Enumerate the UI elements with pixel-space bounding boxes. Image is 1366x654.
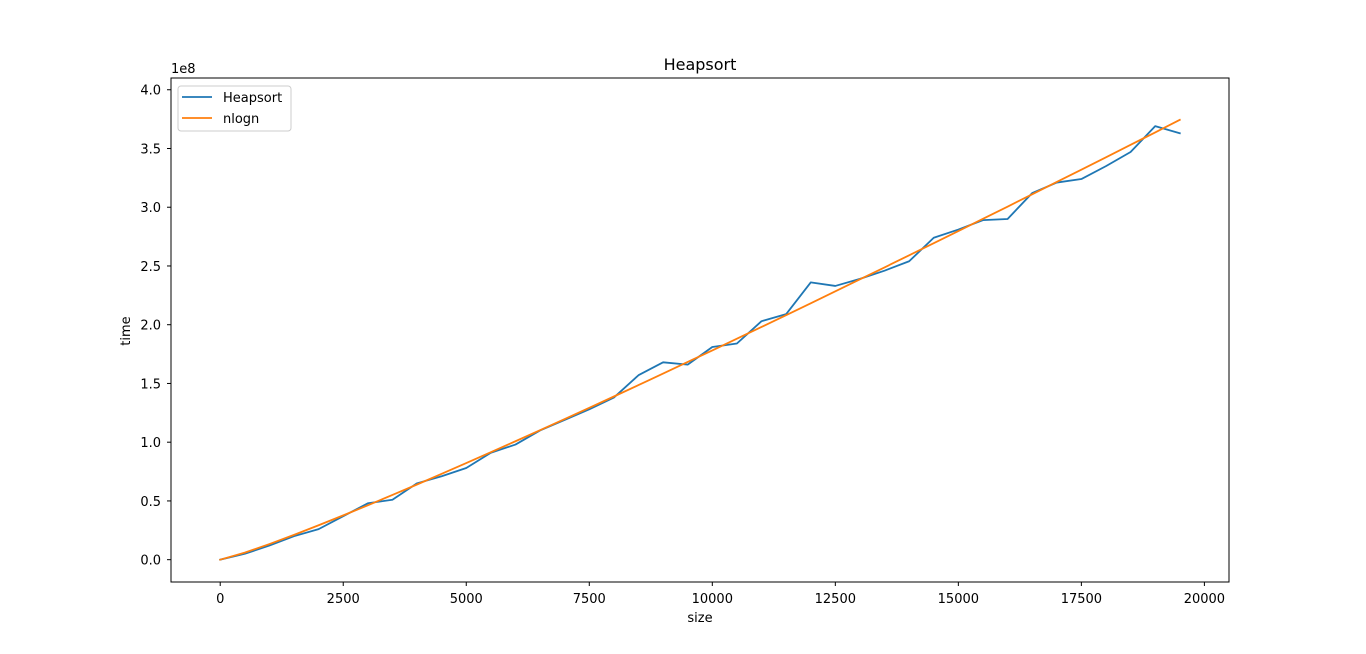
plot-series-group (219, 118, 1182, 561)
y-tick-label: 2.0 (140, 319, 161, 334)
x-axis: 0 2500 5000 7500 10000 12500 15000 17500 20000 (216, 582, 1225, 607)
x-axis-label: size (687, 611, 712, 626)
x-tick-label: 10000 (692, 592, 733, 607)
plot-frame (170, 77, 1230, 583)
y-tick-label: 0.5 (140, 495, 161, 510)
x-tick-label: 20000 (1184, 592, 1225, 607)
chart-title: Heapsort (664, 55, 737, 74)
legend: Heapsort nlogn (177, 85, 292, 132)
y-tick-label: 3.0 (140, 201, 161, 216)
series-line-nlogn (219, 118, 1182, 561)
x-tick-label: 0 (216, 592, 224, 607)
y-offset-label: 1e8 (171, 62, 196, 77)
y-tick-label: 1.5 (140, 377, 161, 392)
x-tick-label: 15000 (938, 592, 979, 607)
y-tick-label: 4.0 (140, 84, 161, 99)
y-tick-label: 0.0 (140, 554, 161, 569)
y-axis: 0.0 0.5 1.0 1.5 2.0 2.5 3.0 3.5 4.0 (140, 84, 171, 569)
y-axis-label: time (119, 316, 134, 345)
x-tick-label: 12500 (815, 592, 856, 607)
legend-label-heapsort: Heapsort (223, 91, 282, 106)
y-tick-label: 2.5 (140, 260, 161, 275)
x-tick-label: 7500 (573, 592, 606, 607)
legend-label-nlogn: nlogn (223, 112, 259, 127)
x-tick-label: 5000 (450, 592, 483, 607)
y-tick-label: 3.5 (140, 142, 161, 157)
x-tick-label: 17500 (1061, 592, 1102, 607)
y-tick-label: 1.0 (140, 436, 161, 451)
x-tick-label: 2500 (327, 592, 360, 607)
